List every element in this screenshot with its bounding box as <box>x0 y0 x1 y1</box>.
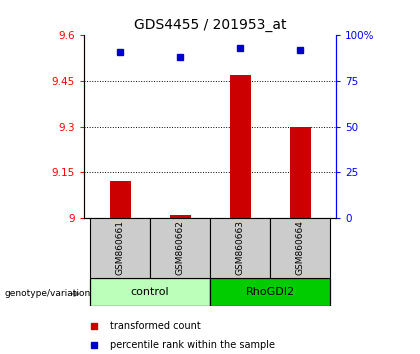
Bar <box>270 218 330 278</box>
Bar <box>90 278 210 306</box>
Bar <box>229 75 250 218</box>
Bar <box>90 218 150 278</box>
Bar <box>150 218 210 278</box>
Text: control: control <box>131 287 169 297</box>
Bar <box>210 218 270 278</box>
Text: GSM860661: GSM860661 <box>116 220 124 275</box>
Title: GDS4455 / 201953_at: GDS4455 / 201953_at <box>134 18 286 32</box>
Text: GSM860664: GSM860664 <box>296 220 304 275</box>
Text: GSM860662: GSM860662 <box>176 220 184 275</box>
Text: GSM860663: GSM860663 <box>236 220 244 275</box>
Text: transformed count: transformed count <box>110 321 200 331</box>
Text: RhoGDI2: RhoGDI2 <box>245 287 294 297</box>
Text: genotype/variation: genotype/variation <box>4 289 90 298</box>
Bar <box>110 181 131 218</box>
Text: percentile rank within the sample: percentile rank within the sample <box>110 341 275 350</box>
Bar <box>210 278 330 306</box>
Bar <box>170 215 191 218</box>
Bar <box>289 126 310 218</box>
